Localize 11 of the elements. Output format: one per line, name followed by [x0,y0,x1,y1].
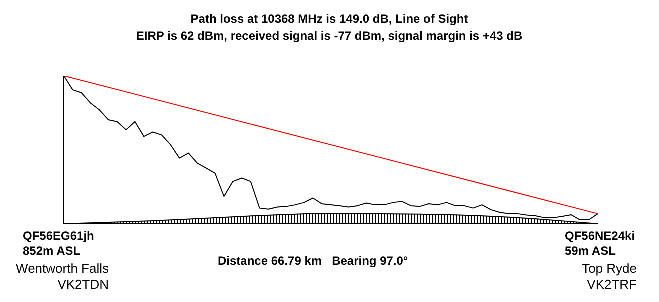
chart-subtitle: EIRP is 62 dBm, received signal is -77 dBm, signal margin is +43 dB [135,29,524,43]
text: VK2TDN [58,277,109,292]
text: Wentworth Falls [16,261,109,276]
chart-title: Path loss at 10368 MHz is 149.0 dB, Line of Sight [190,12,470,26]
text: QF56EG61jh [23,229,94,243]
text: 59m ASL [565,244,616,258]
text: VK2TRF [587,277,637,292]
text: Distance 66.79 km Bearing 97.0° [218,254,408,268]
text: QF56NE24ki [565,229,636,243]
text: Top Ryde [582,261,637,276]
text: 852m ASL [23,244,81,258]
